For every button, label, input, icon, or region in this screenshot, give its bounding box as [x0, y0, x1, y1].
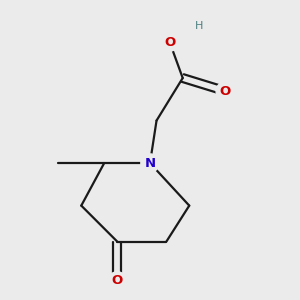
Text: O: O: [220, 85, 231, 98]
Text: H: H: [195, 21, 203, 31]
Circle shape: [141, 154, 159, 172]
Circle shape: [216, 82, 234, 100]
Text: O: O: [112, 274, 123, 287]
Circle shape: [108, 272, 126, 290]
Text: N: N: [144, 157, 156, 169]
Text: O: O: [164, 35, 175, 49]
Circle shape: [160, 33, 179, 51]
